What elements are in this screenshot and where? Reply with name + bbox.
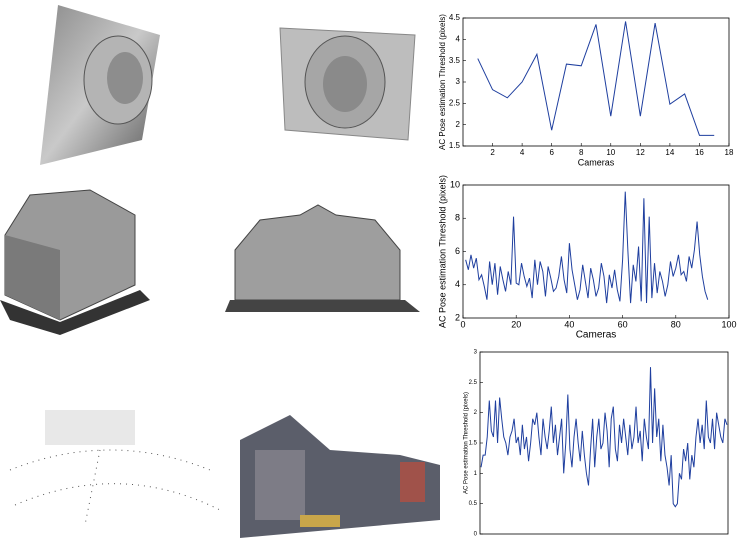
x-axis-label: Cameras — [578, 157, 615, 167]
x-tick-label: 8 — [579, 148, 584, 157]
y-tick-label: 3.5 — [449, 56, 461, 65]
x-tick-label: 100 — [721, 319, 736, 329]
x-tick-label: 16 — [695, 148, 704, 157]
chateau-side — [0, 189, 150, 335]
data-line — [480, 367, 728, 508]
x-tick-label: 40 — [564, 319, 574, 329]
x-tick-label: 20 — [511, 319, 521, 329]
chateau-front — [225, 204, 420, 312]
x-tick-label: 6 — [549, 148, 554, 157]
y-tick-label: 2.5 — [469, 380, 478, 386]
y-tick-label: 4 — [456, 34, 461, 43]
x-tick-label: 12 — [636, 148, 645, 157]
plot-frame — [462, 184, 730, 319]
x-tick-label: 80 — [671, 319, 681, 329]
y-tick-label: 1.5 — [449, 141, 461, 150]
y-tick-label: 1 — [474, 471, 478, 477]
plot-frame — [462, 17, 730, 147]
point-cloud-dense — [240, 415, 440, 538]
data-line — [465, 191, 709, 304]
y-tick-label: 3 — [456, 77, 461, 86]
y-tick-label: 4 — [455, 279, 460, 289]
y-tick-label: 2 — [456, 120, 461, 129]
y-tick-label: 10 — [450, 179, 460, 189]
x-tick-label: 14 — [665, 148, 674, 157]
y-tick-label: 0.5 — [469, 501, 478, 507]
x-axis-label: Cameras — [576, 330, 617, 341]
y-tick-label: 3 — [474, 350, 478, 356]
point-cloud-sparse — [9, 410, 221, 526]
y-axis-label: AC Pose estimation Threshold (pixels) — [437, 175, 447, 328]
plot-frame — [479, 351, 729, 535]
x-tick-label: 4 — [520, 148, 525, 157]
x-tick-label: 0 — [460, 319, 465, 329]
y-tick-label: 4.5 — [449, 13, 461, 22]
x-tick-label: 18 — [725, 148, 734, 157]
y-tick-label: 2 — [474, 410, 478, 416]
y-tick-label: 8 — [455, 213, 460, 223]
lion-relief-side — [40, 5, 160, 165]
y-tick-label: 2.5 — [449, 98, 461, 107]
x-tick-label: 60 — [618, 319, 628, 329]
y-axis-label: AC Pose estimation Threshold (pixels) — [438, 14, 447, 150]
y-tick-label: 1.5 — [469, 441, 478, 447]
x-tick-label: 2 — [490, 148, 495, 157]
y-tick-label: 0 — [474, 532, 478, 538]
y-tick-label: 2 — [455, 312, 460, 322]
x-tick-label: 10 — [606, 148, 615, 157]
y-axis-label: AC Pose estimation Threshold (pixels) — [464, 392, 470, 494]
lion-relief-front — [279, 27, 416, 141]
data-line — [477, 21, 715, 136]
y-tick-label: 6 — [455, 246, 460, 256]
